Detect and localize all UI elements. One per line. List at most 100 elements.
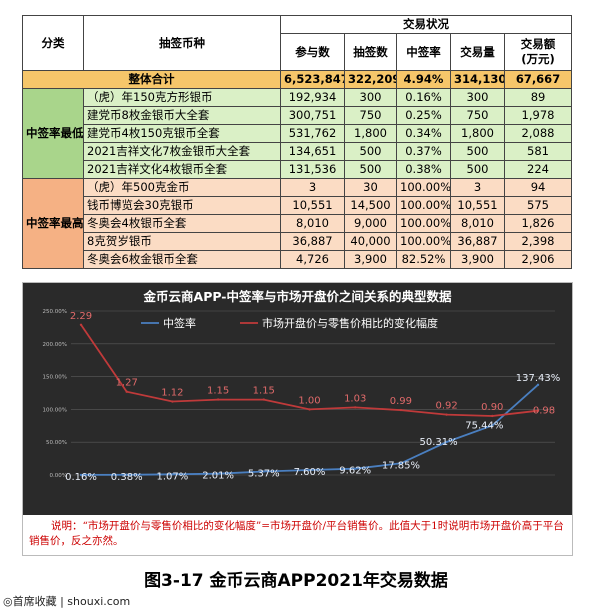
table-cell: 3 — [280, 178, 345, 197]
header-col: 参与数 — [280, 33, 345, 71]
data-label: 7.60% — [294, 467, 326, 478]
data-label: 1.27 — [116, 378, 138, 389]
table-cell: 3 — [450, 178, 505, 197]
table-cell: 14,500 — [344, 196, 397, 215]
header-row: 参与数 抽签数 中签率 交易量 交易额 (万元) — [23, 33, 573, 71]
table-cell: 4,726 — [280, 250, 345, 269]
header-col: 中签率 — [396, 33, 451, 71]
data-point — [216, 472, 220, 475]
legend-label: 市场开盘价与零售价相比的变化幅度 — [262, 316, 438, 330]
header-coin: 抽签币种 — [83, 15, 281, 71]
table-cell: 500 — [344, 160, 397, 179]
table-cell: 0.25% — [396, 106, 451, 125]
table-cell: 0.16% — [396, 88, 451, 107]
table-cell: 100.00% — [396, 178, 451, 197]
table-cell: 531,762 — [280, 124, 345, 143]
table-cell: 134,651 — [280, 142, 345, 161]
y-tick-label: 100.00% — [43, 407, 67, 413]
figure-caption: 图3-17 金币云商APP2021年交易数据 — [144, 571, 448, 591]
table-cell: 100.00% — [396, 232, 451, 251]
data-point — [216, 398, 220, 401]
table-row: 钱币博览会30克银币 10,551 14,500 100.00% 10,551 575 — [23, 196, 573, 215]
total-cell: 67,667 — [503, 70, 573, 89]
data-label: 5.37% — [248, 468, 280, 479]
table-cell: 40,000 — [344, 232, 397, 251]
total-label: 整体合计 — [22, 70, 281, 89]
table-cell: 36,887 — [280, 232, 345, 251]
table-cell: 2,398 — [503, 232, 573, 251]
table-cell: 30 — [344, 178, 397, 197]
table-cell: 10,551 — [280, 196, 345, 215]
table-cell: 1,800 — [450, 124, 505, 143]
table-cell: 82.52% — [396, 250, 451, 269]
y-tick-label: 250.00% — [43, 309, 67, 315]
data-point — [308, 408, 311, 411]
table-cell: 300,751 — [280, 106, 345, 125]
chart-panel: 金币云商APP-中签率与市场开盘价之间关系的典型数据 0.00% 50.00% 100… — [22, 282, 573, 556]
data-label: 0.90 — [481, 402, 503, 413]
table-cell: 500 — [450, 160, 505, 179]
table-cell: 300 — [450, 88, 505, 107]
data-point — [125, 473, 128, 476]
table-cell: 9,000 — [344, 214, 397, 233]
header-col: 抽签数 — [344, 33, 397, 71]
table-cell: 36,887 — [450, 232, 505, 251]
data-point — [262, 398, 265, 401]
total-row: 整体合计 6,523,847 322,209 4.94% 314,130 67,667 — [22, 70, 573, 89]
y-tick-label: 50.00% — [46, 440, 67, 446]
total-cell: 322,209 — [344, 70, 397, 89]
data-point — [445, 413, 448, 416]
data-label: 0.99 — [390, 396, 412, 407]
group-label: 中签率最高的前五位 — [22, 178, 84, 269]
header-category: 分类 — [22, 15, 84, 71]
data-point — [399, 408, 403, 412]
table-row: 8克贺岁银币 36,887 40,000 100.00% 36,887 2,398 — [23, 232, 573, 251]
data-point — [308, 468, 311, 472]
header-status: 交易状况 — [279, 15, 573, 34]
table-cell: 1,800 — [344, 124, 397, 143]
data-point — [445, 440, 448, 444]
trading-table: 分类 抽签币种 交易状况 参与数 抽签数 中签率 交易量 交易额 (万元) 整体合计 6,523,… — [22, 15, 573, 269]
table-cell: 89 — [503, 88, 573, 107]
coin-name: 建党币8枚金银币大全套 — [83, 106, 281, 125]
table-row: 建党币4枚150克银币全套 531,762 1,800 0.34% 1,800 2,088 — [23, 124, 573, 143]
coin-name: 钱币博览会30克银币 — [83, 196, 281, 215]
table-cell: 2,906 — [503, 250, 573, 269]
data-label: 1.15 — [253, 386, 275, 397]
y-tick-label: 200.00% — [43, 342, 67, 348]
table-cell: 1,978 — [503, 106, 573, 125]
table-cell: 94 — [503, 178, 573, 197]
data-point — [79, 473, 83, 477]
table-cell: 131,536 — [280, 160, 345, 179]
data-label: 2.29 — [70, 311, 92, 322]
y-tick-label: 0.00% — [50, 473, 67, 479]
coin-name: 2021吉祥文化4枚银币全套 — [83, 160, 281, 179]
data-label: 0.98 — [533, 406, 555, 417]
line-chart: 金币云商APP-中签率与市场开盘价之间关系的典型数据 0.00% 50.00% 100… — [23, 283, 572, 515]
table-cell: 575 — [503, 196, 573, 215]
data-label: 137.43% — [516, 373, 561, 384]
table-cell: 2,088 — [503, 124, 573, 143]
table-cell: 500 — [450, 142, 505, 161]
data-label: 1.03 — [344, 393, 366, 404]
data-label: 50.31% — [420, 437, 458, 448]
data-point — [79, 323, 83, 326]
note-text: 说明：“市场开盘价与零售价相比的变化幅度”=市场开盘价/平台销售价。此值大于1时… — [29, 520, 564, 547]
data-point — [262, 470, 265, 473]
table-row: 冬奥会4枚银币全套 8,010 9,000 100.00% 8,010 1,826 — [23, 214, 573, 233]
data-label: 1.07% — [157, 471, 189, 482]
data-label: 1.15 — [207, 386, 229, 397]
table-row: 2021吉祥文化7枚金银币大全套 134,651 500 0.37% 500 581 — [23, 142, 573, 161]
data-point — [171, 400, 174, 403]
chart-note: 说明：“市场开盘价与零售价相比的变化幅度”=市场开盘价/平台销售价。此值大于1时… — [23, 515, 572, 555]
data-label: 75.44% — [465, 421, 503, 432]
total-cell: 4.94% — [396, 70, 451, 89]
table-cell: 1,826 — [503, 214, 573, 233]
data-label: 1.12 — [161, 388, 183, 399]
table-cell: 0.38% — [396, 160, 451, 179]
data-label: 0.16% — [65, 472, 97, 483]
coin-name: 2021吉祥文化7枚金银币大全套 — [83, 142, 281, 161]
chart-background — [23, 283, 572, 515]
total-cell: 6,523,847 — [280, 70, 345, 89]
